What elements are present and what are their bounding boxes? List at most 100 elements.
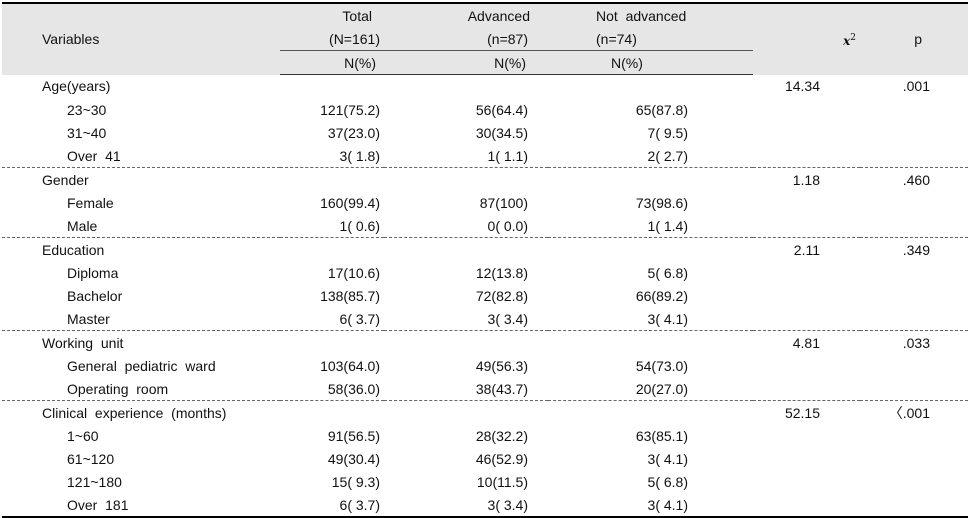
advanced-unit: N(%)	[384, 50, 548, 75]
row-label: Over 41	[67, 147, 121, 164]
p-value: .460	[860, 167, 968, 191]
table-row: Master 6( 3.7) 3( 3.4) 3( 4.1)	[2, 307, 968, 331]
table-row: 61~120 49(30.4) 46(52.9) 3( 4.1)	[2, 447, 968, 470]
row-label: General pediatric ward	[67, 357, 216, 374]
total-value: 103(64.0)	[320, 357, 380, 374]
row-label: Bachelor	[67, 287, 123, 304]
total-value: 1( 0.6)	[339, 217, 380, 234]
row-label: Male	[67, 217, 98, 234]
chi-square-symbol: x2	[843, 32, 856, 48]
group-row: Age(years) 14.34 .001	[2, 75, 968, 99]
total-value: 3( 1.8)	[339, 147, 380, 164]
row-label: Diploma	[67, 264, 119, 281]
not-advanced-header: Not advanced	[548, 2, 753, 27]
total-n: (N=161)	[280, 27, 384, 51]
empty-cell	[753, 214, 860, 238]
group-label: Age(years)	[42, 78, 111, 95]
empty-cell	[753, 377, 860, 401]
group-label: Gender	[2, 167, 280, 191]
total-value: 91(56.5)	[327, 427, 380, 444]
table-row: 1~60 91(56.5) 28(32.2) 63(85.1)	[2, 424, 968, 447]
advanced-n: (n=87)	[384, 27, 548, 51]
empty-cell	[860, 121, 968, 144]
chi-square-value: 1.18	[753, 167, 860, 191]
advanced-value: 72(82.8)	[475, 287, 528, 304]
group-row: Education 2.11.349	[2, 237, 968, 261]
row-label: 1~60	[67, 427, 99, 444]
variables-header: Variables	[2, 2, 280, 75]
empty-cell	[753, 98, 860, 121]
table-header: Variables Total Advanced Not advanced x2…	[2, 2, 968, 75]
empty-cell	[753, 447, 860, 470]
not-advanced-value: 73(98.6)	[635, 194, 688, 211]
row-label: 61~120	[67, 450, 115, 467]
advanced-value: 87(100)	[479, 194, 528, 211]
total-value: 6( 3.7)	[339, 310, 380, 327]
empty-cell	[280, 237, 384, 261]
group-row: Clinical experience (months) 52.15 〈.001	[2, 400, 968, 424]
empty-cell	[753, 284, 860, 307]
empty-cell	[384, 167, 548, 191]
row-label: 121~180	[67, 473, 122, 490]
total-value: 6( 3.7)	[280, 493, 384, 518]
group-label: Education	[2, 237, 280, 261]
advanced-value: 28(32.2)	[475, 427, 528, 444]
not-advanced-unit: N(%)	[548, 50, 753, 75]
advanced-value: 38(43.7)	[475, 380, 528, 397]
empty-cell	[860, 144, 968, 168]
table-row: 121~180 15( 9.3) 10(11.5) 5( 6.8)	[2, 470, 968, 493]
table-row: Male 1( 0.6) 0( 0.0) 1( 1.4)	[2, 214, 968, 238]
table-row: Bachelor 138(85.7) 72(82.8) 66(89.2)	[2, 284, 968, 307]
empty-cell	[384, 237, 548, 261]
chi-square-value: 14.34	[784, 78, 820, 95]
empty-cell	[860, 284, 968, 307]
table-row: Over 41 3( 1.8) 1( 1.1) 2( 2.7)	[2, 144, 968, 168]
empty-cell	[753, 424, 860, 447]
row-label: 31~40	[67, 124, 107, 141]
empty-cell	[280, 330, 384, 354]
p-value: 〈.001	[860, 400, 968, 424]
table-row: Operating room 58(36.0) 38(43.7) 20(27.0)	[2, 377, 968, 401]
empty-cell	[753, 121, 860, 144]
total-value: 121(75.2)	[320, 101, 380, 118]
total-value: 15( 9.3)	[331, 473, 380, 490]
group-row: Gender 1.18.460	[2, 167, 968, 191]
advanced-header: Advanced	[384, 2, 548, 27]
total-value: 17(10.6)	[327, 264, 380, 281]
total-value: 49(30.4)	[327, 450, 380, 467]
not-advanced-value: 1( 1.4)	[647, 217, 688, 234]
empty-cell	[548, 237, 753, 261]
total-unit: N(%)	[280, 50, 384, 75]
total-value: 58(36.0)	[327, 380, 380, 397]
advanced-value: 10(11.5)	[476, 473, 528, 490]
p-value: .001	[902, 78, 930, 95]
advanced-value: 49(56.3)	[475, 357, 528, 374]
empty-cell	[860, 377, 968, 401]
group-label: Working unit	[2, 330, 280, 354]
row-label: Master	[67, 310, 110, 327]
row-label: Female	[67, 194, 114, 211]
total-value: 37(23.0)	[327, 124, 380, 141]
empty-cell	[548, 75, 753, 99]
not-advanced-value: 7( 9.5)	[647, 124, 688, 141]
empty-cell	[753, 261, 860, 284]
empty-cell	[860, 214, 968, 238]
empty-cell	[753, 144, 860, 168]
empty-cell	[280, 167, 384, 191]
empty-cell	[384, 400, 548, 424]
empty-cell	[548, 167, 753, 191]
not-advanced-value: 2( 2.7)	[647, 147, 688, 164]
p-value: .033	[860, 330, 968, 354]
empty-cell	[860, 470, 968, 493]
header-row-3: N(%) N(%) N(%)	[2, 50, 968, 75]
not-advanced-n: (n=74)	[548, 27, 753, 51]
empty-cell	[860, 98, 968, 121]
advanced-value: 3( 3.4)	[487, 310, 528, 327]
table-row: Diploma 17(10.6) 12(13.8) 5( 6.8)	[2, 261, 968, 284]
not-advanced-value: 3( 4.1)	[647, 450, 688, 467]
table-row: Female 160(99.4) 87(100) 73(98.6)	[2, 191, 968, 214]
advanced-value: 0( 0.0)	[487, 217, 528, 234]
empty-cell	[753, 191, 860, 214]
not-advanced-value: 65(87.8)	[635, 101, 688, 118]
header-row-2: (N=161) (n=87) (n=74)	[2, 27, 968, 51]
